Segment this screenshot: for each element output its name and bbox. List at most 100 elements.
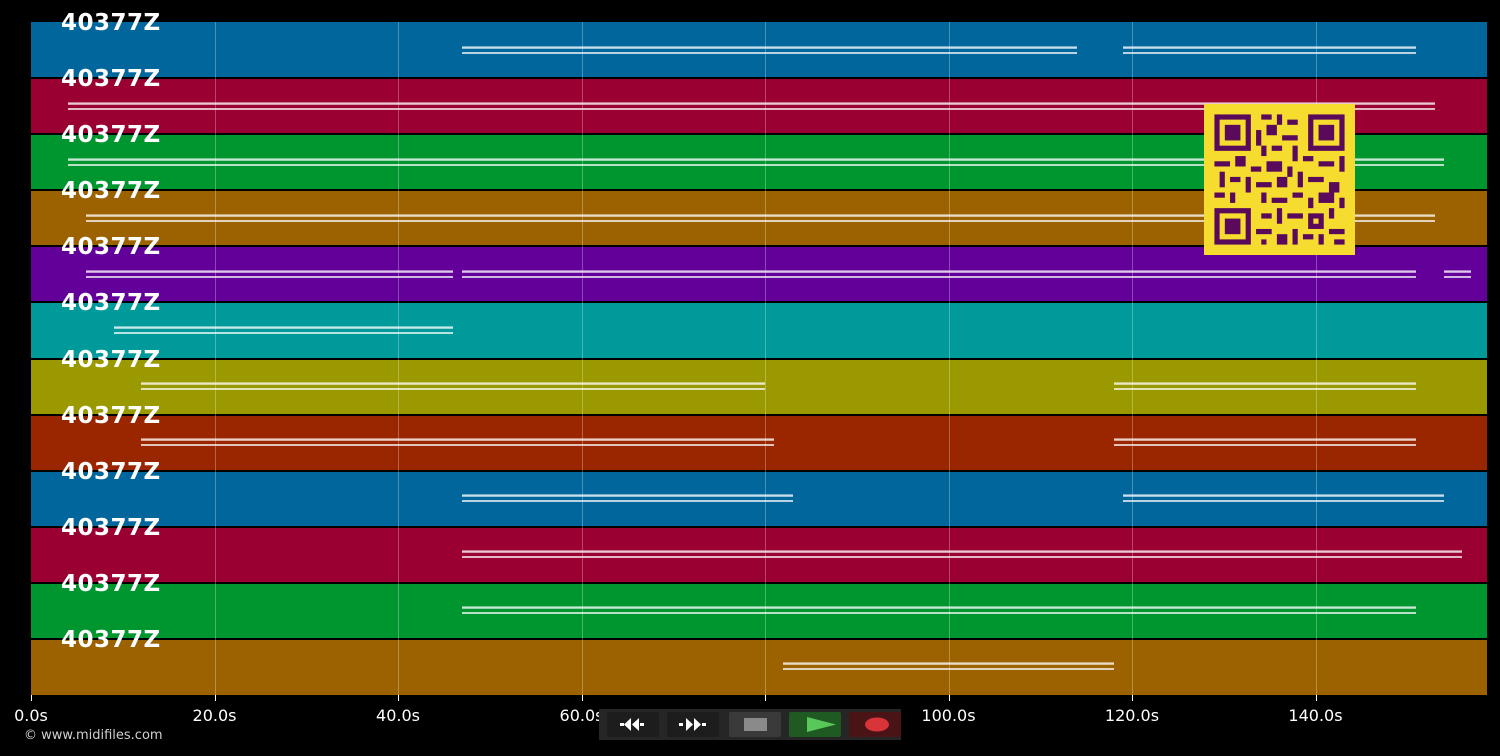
track-row [31,414,1487,471]
note-streak [86,270,454,273]
qr-code [1204,104,1355,255]
track-divider [31,581,1487,584]
time-tick-label: 20.0s [192,706,237,725]
note-streak [86,214,1435,217]
note-streak [86,219,1435,222]
track-row [31,526,1487,583]
track-row [31,638,1487,695]
time-gridline [214,22,216,695]
note-streak [67,163,1444,166]
time-tick-label: 140.0s [1288,706,1343,725]
time-tick-mark [765,695,766,701]
record-icon [865,717,889,732]
track-divider [31,301,1487,304]
fast-forward-icon [679,718,706,731]
time-tick-label: 40.0s [376,706,420,725]
note-streak [1122,46,1417,49]
record-button[interactable] [849,712,901,737]
rewind-button[interactable] [607,712,659,737]
piano-roll [31,22,1487,695]
time-tick-label: 0.0s [14,706,48,725]
note-streak [1443,270,1472,273]
track-divider [31,413,1487,416]
track-row [31,470,1487,527]
note-streak [141,388,765,391]
time-gridline [1315,22,1317,695]
note-streak [113,331,454,334]
credit-text: © www.midifiles.com [24,728,163,743]
track-row [31,22,1487,79]
note-streak [462,51,1077,54]
track-divider [31,77,1487,80]
note-streak [462,551,1463,554]
track-label: 40377Z [61,402,161,429]
track-divider [31,189,1487,192]
note-streak [141,444,775,447]
note-streak [1113,388,1417,391]
note-streak [462,275,1417,278]
time-gridline [1132,22,1133,695]
track-label: 40377Z [61,514,161,541]
track-divider [31,357,1487,360]
note-streak [462,270,1417,273]
note-streak [86,275,454,278]
note-streak [141,439,775,442]
rewind-icon [620,718,644,731]
note-streak [67,102,1435,105]
time-tick-mark [1132,695,1133,701]
track-row [31,246,1487,303]
time-gridline [948,22,950,695]
track-row [31,302,1487,359]
time-tick-label: 120.0s [1104,706,1160,725]
play-button[interactable] [789,712,841,737]
track-label: 40377Z [61,178,161,205]
track-divider [31,469,1487,472]
play-icon [807,717,836,732]
track-row [31,582,1487,639]
time-gridline [581,22,583,695]
note-streak [462,46,1077,49]
time-tick-mark [214,695,216,701]
note-streak [462,556,1463,559]
track-label: 40377Z [61,626,161,653]
note-streak [462,612,1417,615]
note-streak [113,326,454,329]
track-label: 40377Z [61,570,161,597]
note-streak [1113,439,1417,442]
time-tick-label: 60.0s [559,706,604,725]
track-label: 40377Z [61,458,161,485]
note-streak [462,495,793,498]
time-gridline [765,22,766,695]
note-streak [1443,275,1472,278]
note-streak [141,383,765,386]
track-label: 40377Z [61,346,161,373]
time-tick-mark [581,695,583,701]
time-tick-label: 100.0s [921,706,976,725]
note-streak [783,668,1114,671]
time-tick-mark [1315,695,1317,701]
track-label: 40377Z [61,122,161,149]
note-streak [67,158,1444,161]
time-tick-mark [31,695,32,701]
stop-button[interactable] [729,712,781,737]
note-streak [462,607,1417,610]
note-streak [1113,383,1417,386]
note-streak [1122,500,1444,503]
note-streak [67,107,1435,110]
track-label: 40377Z [61,234,161,261]
note-streak [783,663,1114,666]
track-row [31,358,1487,415]
track-divider [31,245,1487,248]
track-divider [31,525,1487,528]
track-label: 40377Z [61,10,161,36]
fast-forward-button[interactable] [667,712,719,737]
stop-icon [744,718,767,731]
note-streak [1113,444,1417,447]
time-tick-mark [948,695,950,701]
track-label: 40377Z [61,66,161,93]
note-streak [1122,495,1444,498]
time-gridline [398,22,399,695]
track-label: 40377Z [61,290,161,317]
time-tick-mark [398,695,399,701]
note-streak [462,500,793,503]
